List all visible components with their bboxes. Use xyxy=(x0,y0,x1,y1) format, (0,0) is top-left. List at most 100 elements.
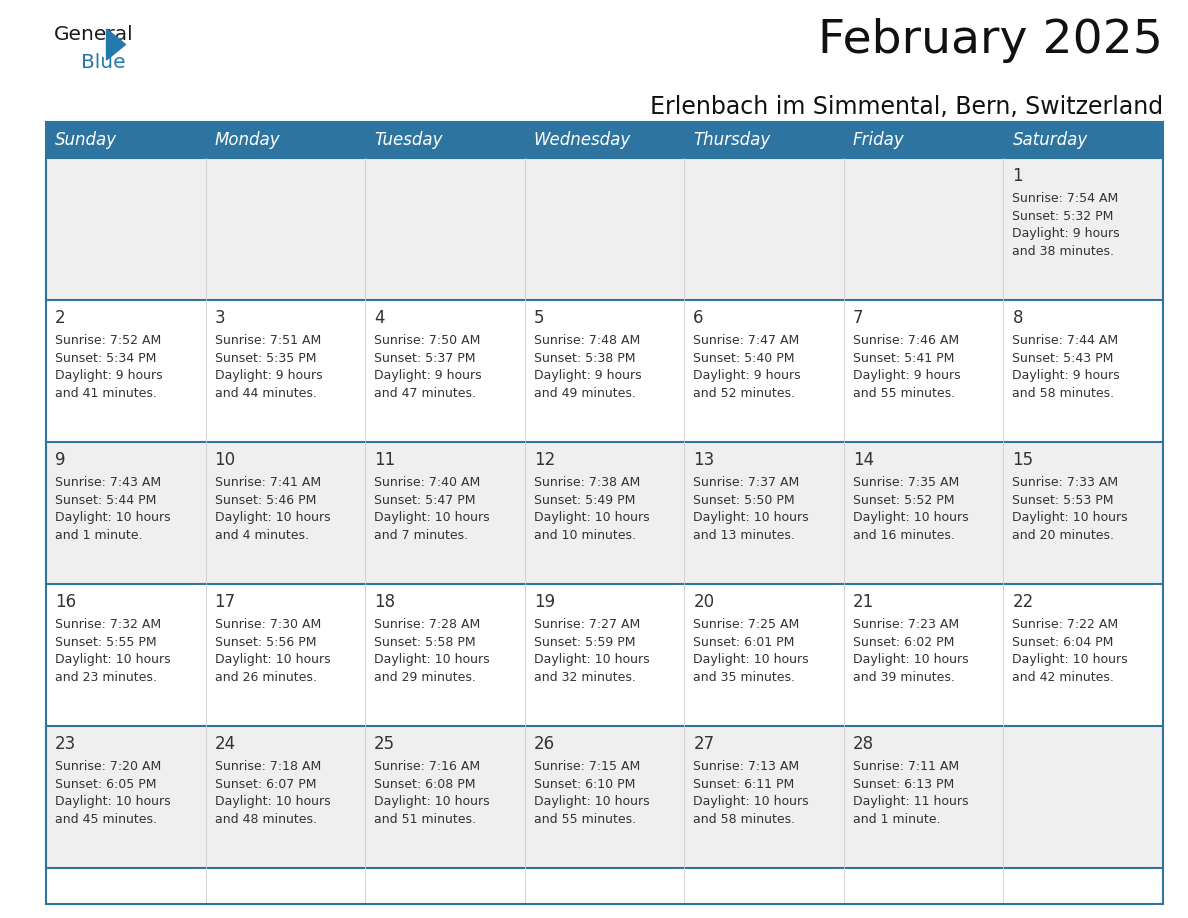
Text: Daylight: 10 hours: Daylight: 10 hours xyxy=(694,795,809,808)
Text: 14: 14 xyxy=(853,451,874,469)
Text: Daylight: 9 hours: Daylight: 9 hours xyxy=(853,369,960,383)
Text: 22: 22 xyxy=(1012,593,1034,610)
Text: Daylight: 9 hours: Daylight: 9 hours xyxy=(1012,369,1120,383)
Text: Daylight: 10 hours: Daylight: 10 hours xyxy=(55,795,171,808)
Text: Sunrise: 7:44 AM: Sunrise: 7:44 AM xyxy=(1012,334,1119,347)
Text: Sunset: 6:04 PM: Sunset: 6:04 PM xyxy=(1012,635,1114,649)
Text: Erlenbach im Simmental, Bern, Switzerland: Erlenbach im Simmental, Bern, Switzerlan… xyxy=(650,95,1163,119)
Text: Daylight: 10 hours: Daylight: 10 hours xyxy=(55,654,171,666)
Text: Sunday: Sunday xyxy=(55,130,118,149)
Text: Sunrise: 7:20 AM: Sunrise: 7:20 AM xyxy=(55,760,162,773)
Text: Daylight: 10 hours: Daylight: 10 hours xyxy=(215,795,330,808)
Text: Sunrise: 7:35 AM: Sunrise: 7:35 AM xyxy=(853,476,959,489)
Text: and 39 minutes.: and 39 minutes. xyxy=(853,671,955,684)
Text: Daylight: 9 hours: Daylight: 9 hours xyxy=(533,369,642,383)
Text: Sunset: 5:50 PM: Sunset: 5:50 PM xyxy=(694,494,795,507)
Text: and 48 minutes.: and 48 minutes. xyxy=(215,812,316,825)
Text: Sunrise: 7:22 AM: Sunrise: 7:22 AM xyxy=(1012,618,1119,632)
Text: Sunset: 5:58 PM: Sunset: 5:58 PM xyxy=(374,635,475,649)
Text: 7: 7 xyxy=(853,308,864,327)
Text: Sunset: 5:52 PM: Sunset: 5:52 PM xyxy=(853,494,954,507)
Text: Sunrise: 7:48 AM: Sunrise: 7:48 AM xyxy=(533,334,640,347)
Text: 5: 5 xyxy=(533,308,544,327)
Text: 19: 19 xyxy=(533,593,555,610)
Text: 10: 10 xyxy=(215,451,235,469)
Text: and 32 minutes.: and 32 minutes. xyxy=(533,671,636,684)
Text: Sunset: 6:13 PM: Sunset: 6:13 PM xyxy=(853,778,954,790)
Polygon shape xyxy=(107,29,126,60)
Text: 18: 18 xyxy=(374,593,396,610)
Text: and 42 minutes.: and 42 minutes. xyxy=(1012,671,1114,684)
Text: Sunset: 6:11 PM: Sunset: 6:11 PM xyxy=(694,778,795,790)
Text: 24: 24 xyxy=(215,734,235,753)
Text: Friday: Friday xyxy=(853,130,904,149)
Text: Sunrise: 7:25 AM: Sunrise: 7:25 AM xyxy=(694,618,800,632)
Text: Sunrise: 7:40 AM: Sunrise: 7:40 AM xyxy=(374,476,480,489)
Bar xyxy=(46,442,1163,584)
Text: Daylight: 11 hours: Daylight: 11 hours xyxy=(853,795,968,808)
Text: 25: 25 xyxy=(374,734,396,753)
Text: and 10 minutes.: and 10 minutes. xyxy=(533,529,636,542)
Text: Sunrise: 7:16 AM: Sunrise: 7:16 AM xyxy=(374,760,480,773)
Text: Sunrise: 7:46 AM: Sunrise: 7:46 AM xyxy=(853,334,959,347)
Text: Thursday: Thursday xyxy=(694,130,771,149)
Text: and 58 minutes.: and 58 minutes. xyxy=(1012,386,1114,400)
Text: and 45 minutes.: and 45 minutes. xyxy=(55,812,157,825)
Text: Sunrise: 7:15 AM: Sunrise: 7:15 AM xyxy=(533,760,640,773)
Text: Daylight: 9 hours: Daylight: 9 hours xyxy=(215,369,322,383)
Text: Sunrise: 7:13 AM: Sunrise: 7:13 AM xyxy=(694,760,800,773)
Text: Sunset: 5:55 PM: Sunset: 5:55 PM xyxy=(55,635,157,649)
Text: Sunset: 5:43 PM: Sunset: 5:43 PM xyxy=(1012,352,1114,364)
Text: and 23 minutes.: and 23 minutes. xyxy=(55,671,157,684)
Text: and 29 minutes.: and 29 minutes. xyxy=(374,671,476,684)
Text: Sunrise: 7:52 AM: Sunrise: 7:52 AM xyxy=(55,334,162,347)
Text: Daylight: 10 hours: Daylight: 10 hours xyxy=(533,654,650,666)
Text: 4: 4 xyxy=(374,308,385,327)
Text: and 38 minutes.: and 38 minutes. xyxy=(1012,245,1114,258)
Text: 9: 9 xyxy=(55,451,65,469)
Text: 13: 13 xyxy=(694,451,714,469)
Text: Daylight: 10 hours: Daylight: 10 hours xyxy=(1012,654,1129,666)
Text: Sunrise: 7:32 AM: Sunrise: 7:32 AM xyxy=(55,618,162,632)
Text: 20: 20 xyxy=(694,593,714,610)
Text: Daylight: 10 hours: Daylight: 10 hours xyxy=(374,654,489,666)
Text: 8: 8 xyxy=(1012,308,1023,327)
Text: Monday: Monday xyxy=(215,130,280,149)
Text: General: General xyxy=(53,25,133,44)
Text: Sunset: 5:56 PM: Sunset: 5:56 PM xyxy=(215,635,316,649)
Text: Daylight: 10 hours: Daylight: 10 hours xyxy=(533,795,650,808)
Text: 12: 12 xyxy=(533,451,555,469)
Text: and 13 minutes.: and 13 minutes. xyxy=(694,529,795,542)
Text: and 44 minutes.: and 44 minutes. xyxy=(215,386,316,400)
Text: 23: 23 xyxy=(55,734,76,753)
Text: 27: 27 xyxy=(694,734,714,753)
Text: Daylight: 10 hours: Daylight: 10 hours xyxy=(215,511,330,524)
Text: Sunset: 6:10 PM: Sunset: 6:10 PM xyxy=(533,778,636,790)
Text: Daylight: 10 hours: Daylight: 10 hours xyxy=(853,654,968,666)
Text: Sunset: 5:49 PM: Sunset: 5:49 PM xyxy=(533,494,636,507)
Text: Sunset: 5:59 PM: Sunset: 5:59 PM xyxy=(533,635,636,649)
Text: and 47 minutes.: and 47 minutes. xyxy=(374,386,476,400)
Bar xyxy=(46,725,1163,868)
Text: Sunset: 5:32 PM: Sunset: 5:32 PM xyxy=(1012,210,1114,223)
Text: Daylight: 9 hours: Daylight: 9 hours xyxy=(55,369,163,383)
Text: Sunrise: 7:11 AM: Sunrise: 7:11 AM xyxy=(853,760,959,773)
Text: Sunset: 5:44 PM: Sunset: 5:44 PM xyxy=(55,494,157,507)
Text: Sunset: 6:08 PM: Sunset: 6:08 PM xyxy=(374,778,475,790)
Text: Saturday: Saturday xyxy=(1012,130,1088,149)
Text: and 51 minutes.: and 51 minutes. xyxy=(374,812,476,825)
Text: Daylight: 10 hours: Daylight: 10 hours xyxy=(374,795,489,808)
Text: Daylight: 10 hours: Daylight: 10 hours xyxy=(694,511,809,524)
Text: and 1 minute.: and 1 minute. xyxy=(853,812,941,825)
Text: Sunset: 5:47 PM: Sunset: 5:47 PM xyxy=(374,494,475,507)
Text: Sunset: 6:02 PM: Sunset: 6:02 PM xyxy=(853,635,954,649)
Text: Sunset: 5:41 PM: Sunset: 5:41 PM xyxy=(853,352,954,364)
Text: and 41 minutes.: and 41 minutes. xyxy=(55,386,157,400)
Text: Blue: Blue xyxy=(81,53,126,73)
Text: 11: 11 xyxy=(374,451,396,469)
Text: Sunset: 6:05 PM: Sunset: 6:05 PM xyxy=(55,778,157,790)
Text: Daylight: 10 hours: Daylight: 10 hours xyxy=(694,654,809,666)
Bar xyxy=(46,300,1163,442)
Text: and 20 minutes.: and 20 minutes. xyxy=(1012,529,1114,542)
Text: Sunrise: 7:54 AM: Sunrise: 7:54 AM xyxy=(1012,193,1119,206)
